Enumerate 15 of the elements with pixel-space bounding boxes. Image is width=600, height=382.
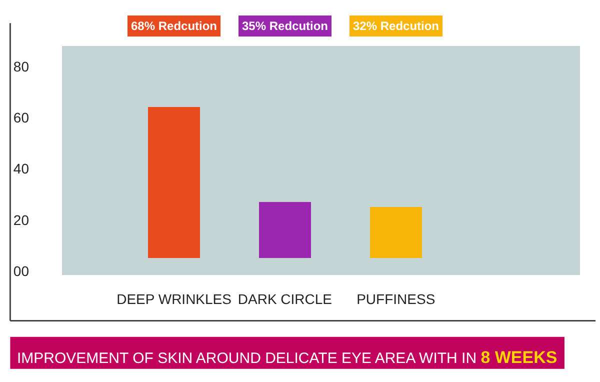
- x-tick-label: DARK CIRCLE: [238, 291, 332, 307]
- x-tick-label: DEEP WRINKLES: [116, 291, 232, 307]
- text: IMPROVEMENT OF SKIN AROUND DELICATE EYE AREA WITH IN 8 WEEKS: [17, 348, 558, 367]
- text: 35% Redcution: [242, 19, 328, 33]
- bar: [148, 107, 200, 258]
- text: 68% Redcution: [131, 19, 218, 33]
- bar: [370, 207, 422, 258]
- y-tick-label: 80: [13, 58, 30, 74]
- y-tick-label: 20: [13, 212, 30, 228]
- text: 32% Redcution: [353, 19, 440, 33]
- x-tick-label: PUFFINESS: [356, 291, 436, 307]
- bar: [259, 202, 311, 258]
- y-tick-label: 40: [13, 160, 30, 177]
- y-tick-label: 60: [13, 110, 30, 126]
- y-tick-label: 00: [13, 263, 30, 280]
